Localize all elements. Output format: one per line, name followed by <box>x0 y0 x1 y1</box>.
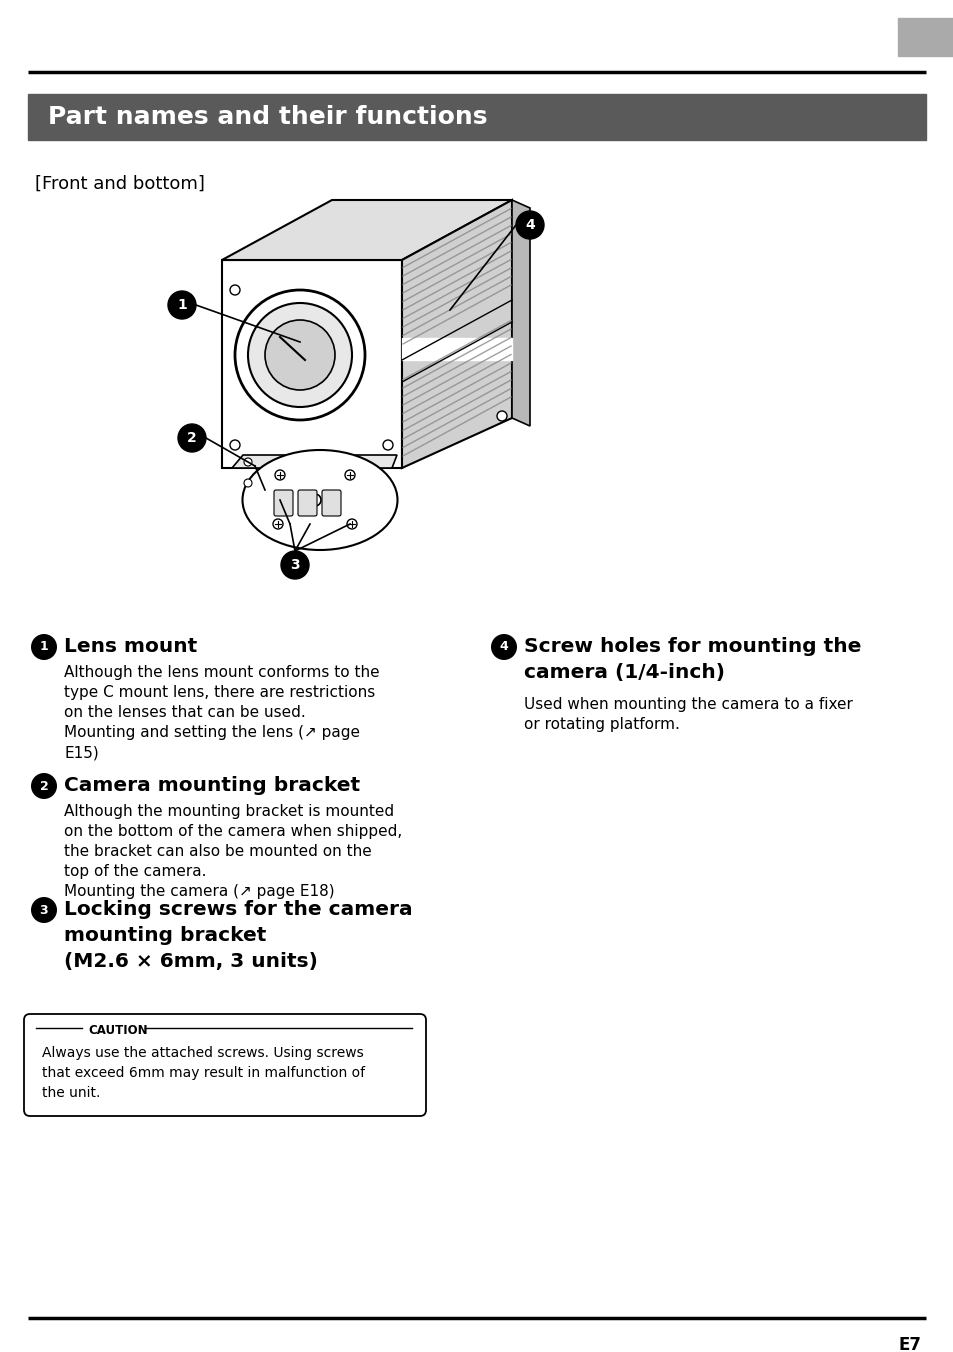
Circle shape <box>516 211 543 239</box>
Circle shape <box>281 552 309 579</box>
Text: Although the mounting bracket is mounted: Although the mounting bracket is mounted <box>64 804 394 819</box>
Text: (M2.6 × 6mm, 3 units): (M2.6 × 6mm, 3 units) <box>64 952 317 971</box>
Text: 4: 4 <box>524 218 535 233</box>
Circle shape <box>168 291 195 319</box>
Text: 1: 1 <box>177 297 187 312</box>
Circle shape <box>273 519 283 529</box>
Text: that exceed 6mm may result in malfunction of: that exceed 6mm may result in malfunctio… <box>42 1065 365 1080</box>
Text: Although the lens mount conforms to the: Although the lens mount conforms to the <box>64 665 379 680</box>
Text: [Front and bottom]: [Front and bottom] <box>35 174 205 193</box>
Text: Camera mounting bracket: Camera mounting bracket <box>64 776 359 795</box>
Circle shape <box>274 470 285 480</box>
Text: Always use the attached screws. Using screws: Always use the attached screws. Using sc… <box>42 1046 363 1060</box>
Text: Locking screws for the camera: Locking screws for the camera <box>64 900 413 919</box>
Text: 2: 2 <box>40 780 49 792</box>
FancyBboxPatch shape <box>24 1014 426 1115</box>
Text: Screw holes for mounting the: Screw holes for mounting the <box>523 637 861 656</box>
Text: 1: 1 <box>40 641 49 653</box>
Text: Lens mount: Lens mount <box>64 637 197 656</box>
Polygon shape <box>222 200 512 260</box>
Text: Mounting the camera (↗ page E18): Mounting the camera (↗ page E18) <box>64 884 335 899</box>
Polygon shape <box>222 260 401 468</box>
Circle shape <box>30 773 57 799</box>
Polygon shape <box>401 200 512 468</box>
Circle shape <box>244 458 252 466</box>
Circle shape <box>345 470 355 480</box>
Text: the unit.: the unit. <box>42 1086 100 1101</box>
Text: CAUTION: CAUTION <box>88 1023 148 1037</box>
Text: Part names and their functions: Part names and their functions <box>48 105 487 128</box>
Text: 3: 3 <box>290 558 299 572</box>
Text: top of the camera.: top of the camera. <box>64 864 206 879</box>
Circle shape <box>178 425 206 452</box>
Polygon shape <box>232 456 396 468</box>
Circle shape <box>491 634 517 660</box>
Text: E7: E7 <box>898 1336 921 1352</box>
Text: on the bottom of the camera when shipped,: on the bottom of the camera when shipped… <box>64 823 402 840</box>
Circle shape <box>248 303 352 407</box>
Text: the bracket can also be mounted on the: the bracket can also be mounted on the <box>64 844 372 859</box>
Circle shape <box>347 519 356 529</box>
Text: type C mount lens, there are restrictions: type C mount lens, there are restriction… <box>64 685 375 700</box>
Bar <box>897 18 953 55</box>
Text: or rotating platform.: or rotating platform. <box>523 717 679 731</box>
Text: Mounting and setting the lens (↗ page: Mounting and setting the lens (↗ page <box>64 725 359 740</box>
Circle shape <box>244 479 252 487</box>
Circle shape <box>234 289 365 420</box>
FancyBboxPatch shape <box>297 489 316 516</box>
Text: E15): E15) <box>64 745 99 760</box>
Circle shape <box>30 896 57 923</box>
Bar <box>28 95 925 141</box>
Text: on the lenses that can be used.: on the lenses that can be used. <box>64 704 305 721</box>
Bar <box>401 338 512 360</box>
Circle shape <box>382 439 393 450</box>
Text: Used when mounting the camera to a fixer: Used when mounting the camera to a fixer <box>523 698 852 713</box>
Circle shape <box>265 320 335 389</box>
FancyBboxPatch shape <box>322 489 340 516</box>
Text: mounting bracket: mounting bracket <box>64 926 266 945</box>
Circle shape <box>497 411 506 420</box>
Text: 3: 3 <box>40 903 49 917</box>
Circle shape <box>309 493 320 506</box>
Text: camera (1/4-inch): camera (1/4-inch) <box>523 662 724 681</box>
Text: 4: 4 <box>499 641 508 653</box>
Circle shape <box>230 285 240 295</box>
Polygon shape <box>512 200 530 426</box>
Circle shape <box>230 439 240 450</box>
Text: 2: 2 <box>187 431 196 445</box>
FancyBboxPatch shape <box>274 489 293 516</box>
Circle shape <box>30 634 57 660</box>
Ellipse shape <box>242 450 397 550</box>
